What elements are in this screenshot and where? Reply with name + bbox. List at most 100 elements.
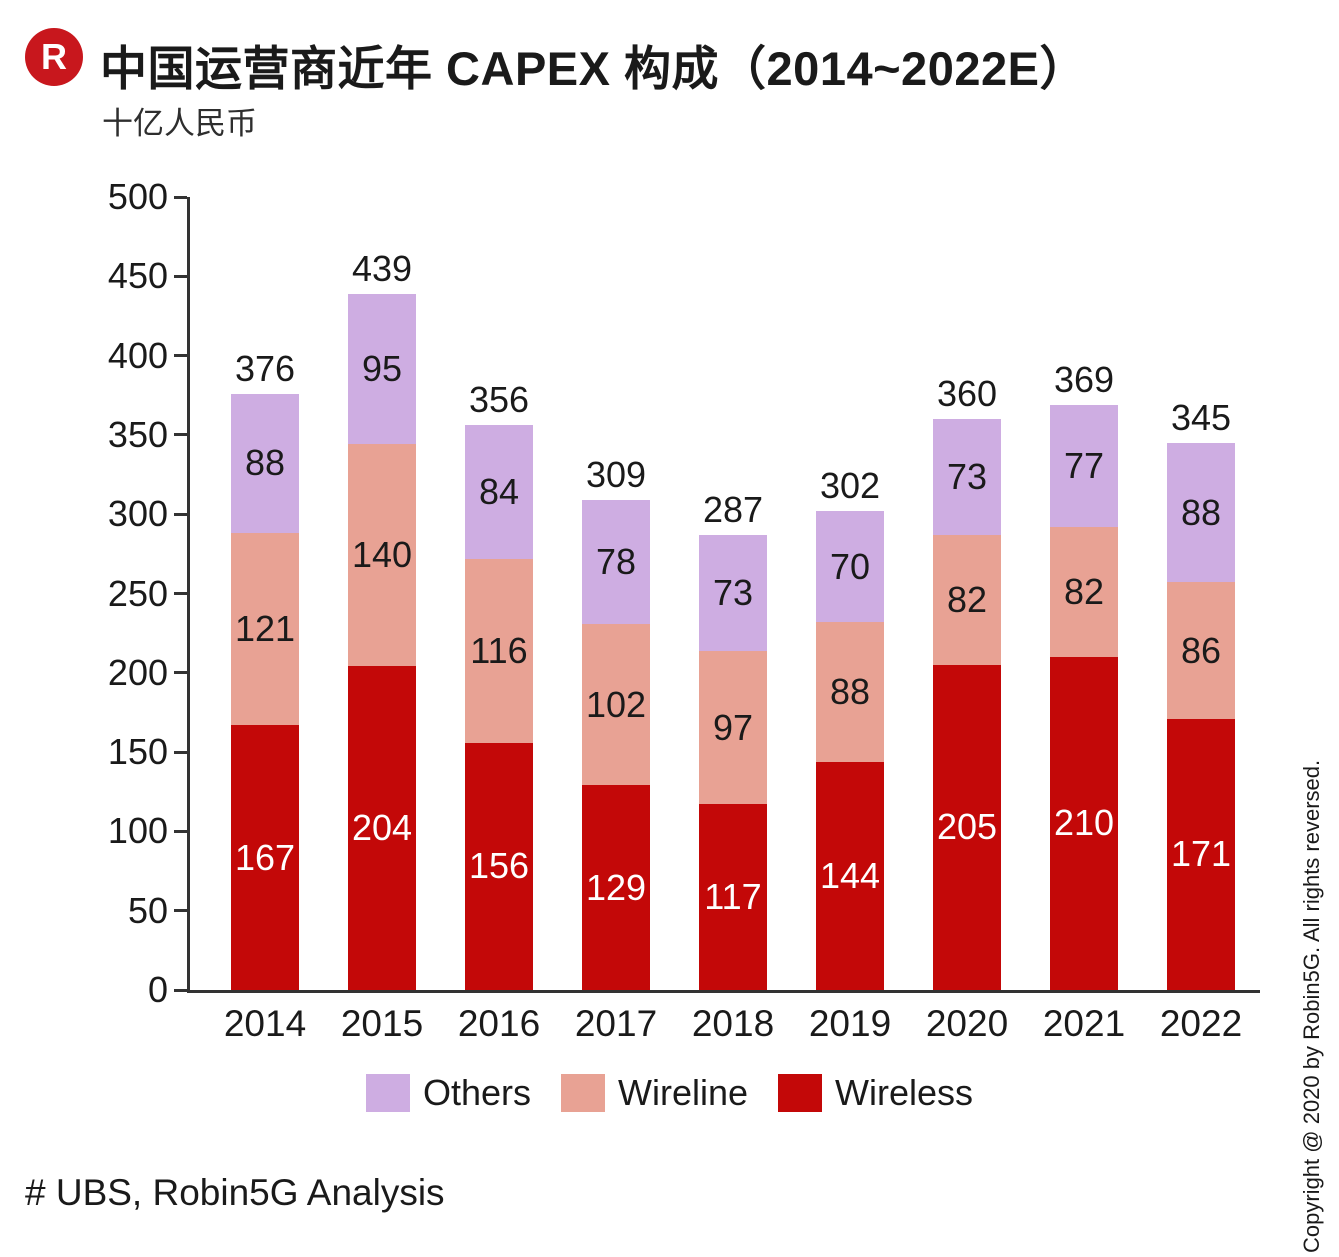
legend-label: Others (422, 1072, 531, 1113)
wireless-value-label: 171 (1170, 833, 1232, 875)
chart-unit-label: 十亿人民币 (102, 106, 257, 141)
bar-group-2015: 204 140 95 439 (348, 249, 416, 990)
legend-label: Wireless (835, 1072, 974, 1113)
x-axis-line (187, 990, 1260, 993)
wireless-value-label: 210 (1053, 802, 1115, 844)
wireless-segment: 129 (582, 785, 650, 990)
wireline-segment: 116 (465, 558, 533, 743)
legend-item-others: Others (365, 1072, 531, 1114)
others-value-label: 78 (595, 540, 637, 582)
others-value-label: 73 (946, 455, 988, 497)
total-value-label: 309 (585, 453, 647, 495)
y-axis-tick-label: 150 (107, 731, 168, 773)
y-axis-tick-label: 100 (107, 810, 168, 852)
total-value-label: 439 (351, 247, 413, 289)
y-axis-tick (174, 988, 187, 992)
wireless-segment: 117 (699, 804, 767, 990)
x-axis-label-2018: 2018 (691, 1003, 775, 1044)
total-value-label: 369 (1053, 358, 1115, 400)
others-segment: 88 (231, 393, 299, 534)
x-axis-label-2016: 2016 (457, 1003, 541, 1044)
others-value-label: 84 (478, 471, 520, 512)
y-axis-tick-label: 0 (147, 969, 168, 1010)
y-axis-line (187, 197, 190, 993)
others-segment: 70 (816, 511, 884, 623)
total-value-label: 302 (819, 465, 881, 507)
y-axis-tick (174, 195, 187, 199)
others-value-label: 88 (1180, 491, 1222, 533)
x-axis-label-2014: 2014 (223, 1003, 307, 1044)
chart-legend: Others Wireline Wireless (0, 1072, 1339, 1114)
wireless-segment: 156 (465, 742, 533, 990)
x-axis-label-2021: 2021 (1042, 1003, 1126, 1044)
bar-group-2021: 210 82 77 369 (1050, 360, 1118, 990)
y-axis-tick (174, 274, 187, 278)
y-axis-tick (174, 354, 187, 358)
wireline-value-label: 82 (1063, 570, 1105, 612)
y-axis-tick (174, 909, 187, 913)
y-axis-tick (174, 750, 187, 754)
y-axis-tick-label: 300 (107, 493, 168, 535)
others-value-label: 95 (361, 348, 403, 390)
capex-stacked-bar-chart: 0 50 100 150 200 250 300 350 400 450 500 167 121 88 37… (107, 176, 1260, 1044)
legend-item-wireline: Wireline (561, 1072, 748, 1114)
y-axis-tick-label: 400 (107, 334, 168, 376)
logo-letter: R (41, 36, 67, 77)
wireless-segment: 144 (816, 761, 884, 990)
others-segment: 73 (933, 419, 1001, 535)
y-axis-tick-label: 50 (127, 889, 168, 931)
y-axis-tick-label: 500 (107, 176, 168, 217)
bar-group-2014: 167 121 88 376 (231, 349, 299, 990)
wireline-segment: 121 (231, 533, 299, 726)
wireless-segment: 171 (1167, 718, 1235, 990)
bar-group-2018: 117 97 73 287 (699, 490, 767, 990)
wireless-value-label: 144 (819, 854, 881, 896)
y-axis-tick (174, 433, 187, 437)
wireline-segment: 86 (1167, 582, 1235, 719)
y-axis-tick (174, 829, 187, 833)
wireless-segment: 205 (933, 664, 1001, 990)
others-swatch (365, 1074, 410, 1112)
others-segment: 88 (1167, 442, 1235, 583)
wireline-segment: 102 (582, 623, 650, 786)
others-value-label: 70 (829, 545, 871, 587)
wireline-segment: 82 (933, 534, 1001, 665)
wireline-value-label: 116 (470, 629, 528, 671)
bar-group-2022: 171 86 88 345 (1167, 398, 1235, 990)
wireline-value-label: 97 (712, 706, 754, 748)
total-value-label: 356 (468, 379, 530, 421)
chart-title: 中国运营商近年 CAPEX 构成（2014~2022E） (100, 42, 1087, 95)
others-value-label: 77 (1063, 444, 1105, 486)
wireless-segment: 167 (231, 725, 299, 990)
copyright-note: Copyright @ 2020 by Robin5G. All rights … (1299, 759, 1324, 1253)
wireline-value-label: 121 (234, 608, 296, 650)
others-value-label: 88 (244, 442, 286, 484)
wireless-value-label: 117 (704, 876, 762, 918)
wireless-value-label: 204 (351, 807, 413, 849)
bar-group-2019: 144 88 70 302 (816, 467, 884, 990)
total-value-label: 376 (234, 347, 296, 389)
bar-group-2017: 129 102 78 309 (582, 455, 650, 990)
wireless-value-label: 129 (585, 866, 647, 908)
others-segment: 84 (465, 425, 533, 559)
x-axis-label-2017: 2017 (574, 1003, 658, 1044)
total-value-label: 360 (936, 373, 998, 415)
others-segment: 95 (348, 293, 416, 445)
bar-group-2016: 156 116 84 356 (465, 381, 533, 990)
bar-group-2020: 205 82 73 360 (933, 375, 1001, 990)
others-segment: 73 (699, 534, 767, 651)
wireline-segment: 97 (699, 650, 767, 805)
wireless-value-label: 205 (936, 806, 998, 848)
wireline-value-label: 102 (585, 683, 647, 725)
total-value-label: 345 (1170, 396, 1232, 438)
wireline-value-label: 82 (946, 578, 988, 620)
y-axis-tick (174, 592, 187, 595)
x-axis-label-2015: 2015 (340, 1003, 424, 1044)
wireline-value-label: 86 (1180, 629, 1222, 671)
wireline-value-label: 140 (351, 534, 413, 576)
wireline-segment: 82 (1050, 526, 1118, 657)
y-axis-tick (174, 512, 187, 516)
y-axis-tick-label: 350 (107, 413, 168, 455)
x-axis-label-2019: 2019 (808, 1003, 892, 1044)
legend-label: Wireline (618, 1072, 749, 1113)
